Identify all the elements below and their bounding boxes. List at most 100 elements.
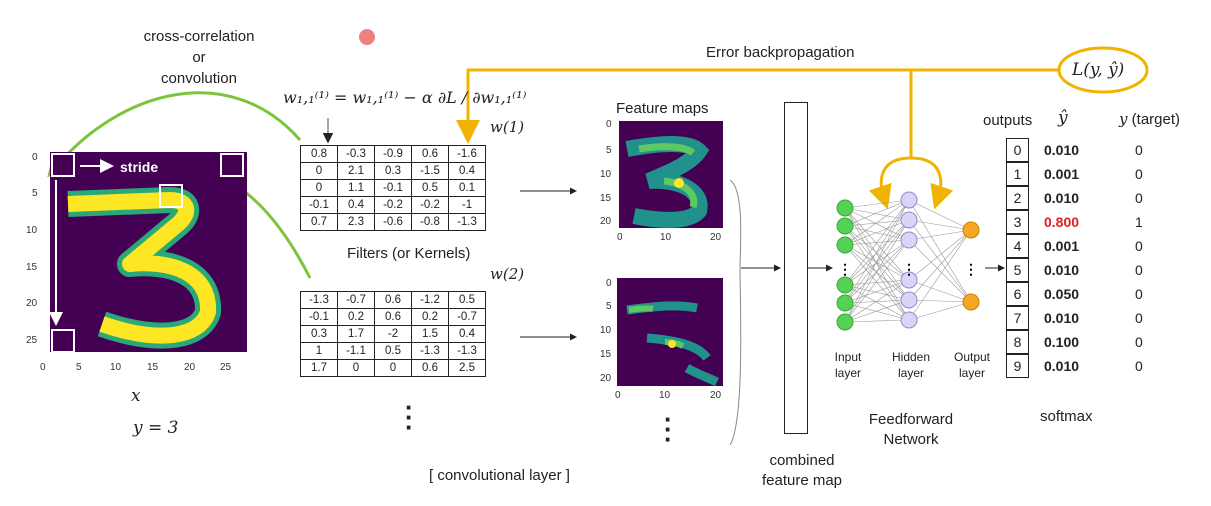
- filter-matrix-w1: 0.8 -0.3 -0.9 0.6 -1.6 0 2.1 0.3 -1.5 0.4 0 1.1 -0…: [300, 145, 486, 231]
- error-backprop-line: [456, 68, 1058, 144]
- conv-layer-label: [ convolutional layer ]: [429, 467, 570, 484]
- cell: -2: [374, 325, 412, 343]
- network-edge: [844, 225, 910, 301]
- network-edge: [844, 219, 910, 227]
- cell: -0.1: [300, 196, 338, 214]
- update-formula: w₁,₁⁽¹⁾ = w₁,₁⁽¹⁾ − α ∂L / ∂w₁,₁⁽¹⁾: [283, 88, 527, 107]
- fm2-xtick-20: 20: [710, 390, 722, 401]
- input-xtick-0: 0: [40, 362, 46, 373]
- hidden-node: [900, 211, 918, 229]
- fm1-ytick-15: 15: [600, 193, 612, 204]
- network-edge: [844, 207, 910, 221]
- cell: 0: [374, 359, 412, 377]
- input-layer-label: Input layer: [828, 349, 868, 381]
- table-row: 0.8 -0.3 -0.9 0.6 -1.6: [300, 145, 486, 163]
- input-node: [836, 294, 854, 312]
- fm1-xtick-10: 10: [660, 232, 672, 243]
- network-edge: [844, 299, 910, 304]
- output-layer-label: Output layer: [947, 349, 997, 381]
- cell: -1.3: [448, 342, 486, 360]
- output-index-cell: 9: [1006, 354, 1029, 378]
- table-row: 0.7 2.3 -0.6 -0.8 -1.3: [300, 213, 486, 231]
- cell: -1.5: [411, 162, 449, 180]
- yhat-value: 0.010: [1044, 262, 1080, 278]
- table-row: -1.3 -0.7 0.6 -1.2 0.5: [300, 291, 486, 309]
- cc-line-1: cross-correlation: [143, 28, 255, 45]
- hidden-node: [900, 291, 918, 309]
- fm1-ytick-5: 5: [606, 145, 612, 156]
- network-edge: [844, 199, 910, 323]
- cell: 0: [300, 179, 338, 197]
- cell: -1.3: [300, 291, 338, 309]
- y-target-value: 0: [1135, 142, 1143, 158]
- cell: 1.1: [337, 179, 375, 197]
- cell: 0.3: [374, 162, 412, 180]
- cell: 1.5: [411, 325, 449, 343]
- cell: -1.3: [411, 342, 449, 360]
- fm1-ytick-20: 20: [600, 216, 612, 227]
- input-layer-line-1: Input: [834, 350, 862, 364]
- input-xtick-25: 25: [220, 362, 232, 373]
- feature-map-1-drawing: [625, 136, 710, 228]
- output-index-cell: 5: [1006, 258, 1029, 282]
- network-edge: [844, 239, 910, 323]
- yhat-header: ŷ: [1058, 108, 1068, 128]
- pointer-cursor-icon: [359, 29, 375, 45]
- network-edge: [844, 207, 910, 281]
- cc-line-3: convolution: [161, 70, 237, 87]
- hidden-node: [900, 231, 918, 249]
- cell: 0.6: [374, 308, 412, 326]
- feature-map-2: [617, 278, 723, 386]
- cell: 2.5: [448, 359, 486, 377]
- combined-label: combined feature map: [752, 451, 852, 491]
- fm1-xtick-20: 20: [710, 232, 722, 243]
- network-edge: [908, 229, 972, 281]
- y-target-value: 0: [1135, 286, 1143, 302]
- hidden-node: [900, 311, 918, 329]
- x-label: x: [131, 386, 141, 406]
- network-edge: [844, 199, 910, 286]
- cell: 0.7: [300, 213, 338, 231]
- input-node: [836, 276, 854, 294]
- input-layer-line-2: layer: [834, 366, 861, 380]
- cell: -0.7: [448, 308, 486, 326]
- input-xtick-20: 20: [184, 362, 196, 373]
- hidden-layer-label: Hidden layer: [887, 349, 935, 381]
- network-edge: [844, 299, 910, 323]
- output-layer-line-1: Output: [953, 350, 991, 364]
- network-edge: [908, 229, 972, 301]
- output-index-cell: 1: [1006, 162, 1029, 186]
- feature-maps-title: Feature maps: [616, 100, 709, 117]
- error-loop-right: [910, 156, 954, 210]
- error-loop-left: [868, 156, 912, 210]
- y-target-value: 0: [1135, 358, 1143, 374]
- ffn-title: Feedforward Network: [856, 410, 966, 450]
- y-target-var: y: [1119, 110, 1128, 128]
- y-target-header: y (target): [1119, 110, 1180, 128]
- input-node: [836, 236, 854, 254]
- filter-matrix-w2: -1.3 -0.7 0.6 -1.2 0.5 -0.1 0.2 0.6 0.2 -0.7 0.3…: [300, 291, 486, 377]
- cell: 2.3: [337, 213, 375, 231]
- yhat-value: 0.100: [1044, 334, 1080, 350]
- table-row: 0 2.1 0.3 -1.5 0.4: [300, 162, 486, 180]
- y-target-value: 0: [1135, 310, 1143, 326]
- cell: -1.2: [411, 291, 449, 309]
- fm2-xtick-0: 0: [615, 390, 621, 401]
- cell: -1.3: [448, 213, 486, 231]
- cell: -0.6: [374, 213, 412, 231]
- network-edge: [844, 219, 910, 286]
- network-edge: [844, 207, 910, 301]
- cell: -1.1: [337, 342, 375, 360]
- table-row: -0.1 0.4 -0.2 -0.2 -1: [300, 196, 486, 214]
- network-edge: [844, 207, 910, 321]
- input-ytick-15: 15: [26, 262, 38, 273]
- network-edge: [908, 199, 972, 231]
- output-index-cell: 8: [1006, 330, 1029, 354]
- y-target-value: 1: [1135, 214, 1143, 230]
- network-edge: [844, 239, 910, 286]
- network-edge: [844, 199, 910, 246]
- filters-more-vdots: · · ·: [405, 392, 414, 442]
- network-edge: [844, 199, 910, 209]
- input-image: stride: [49, 152, 247, 353]
- cell: -0.3: [337, 145, 375, 163]
